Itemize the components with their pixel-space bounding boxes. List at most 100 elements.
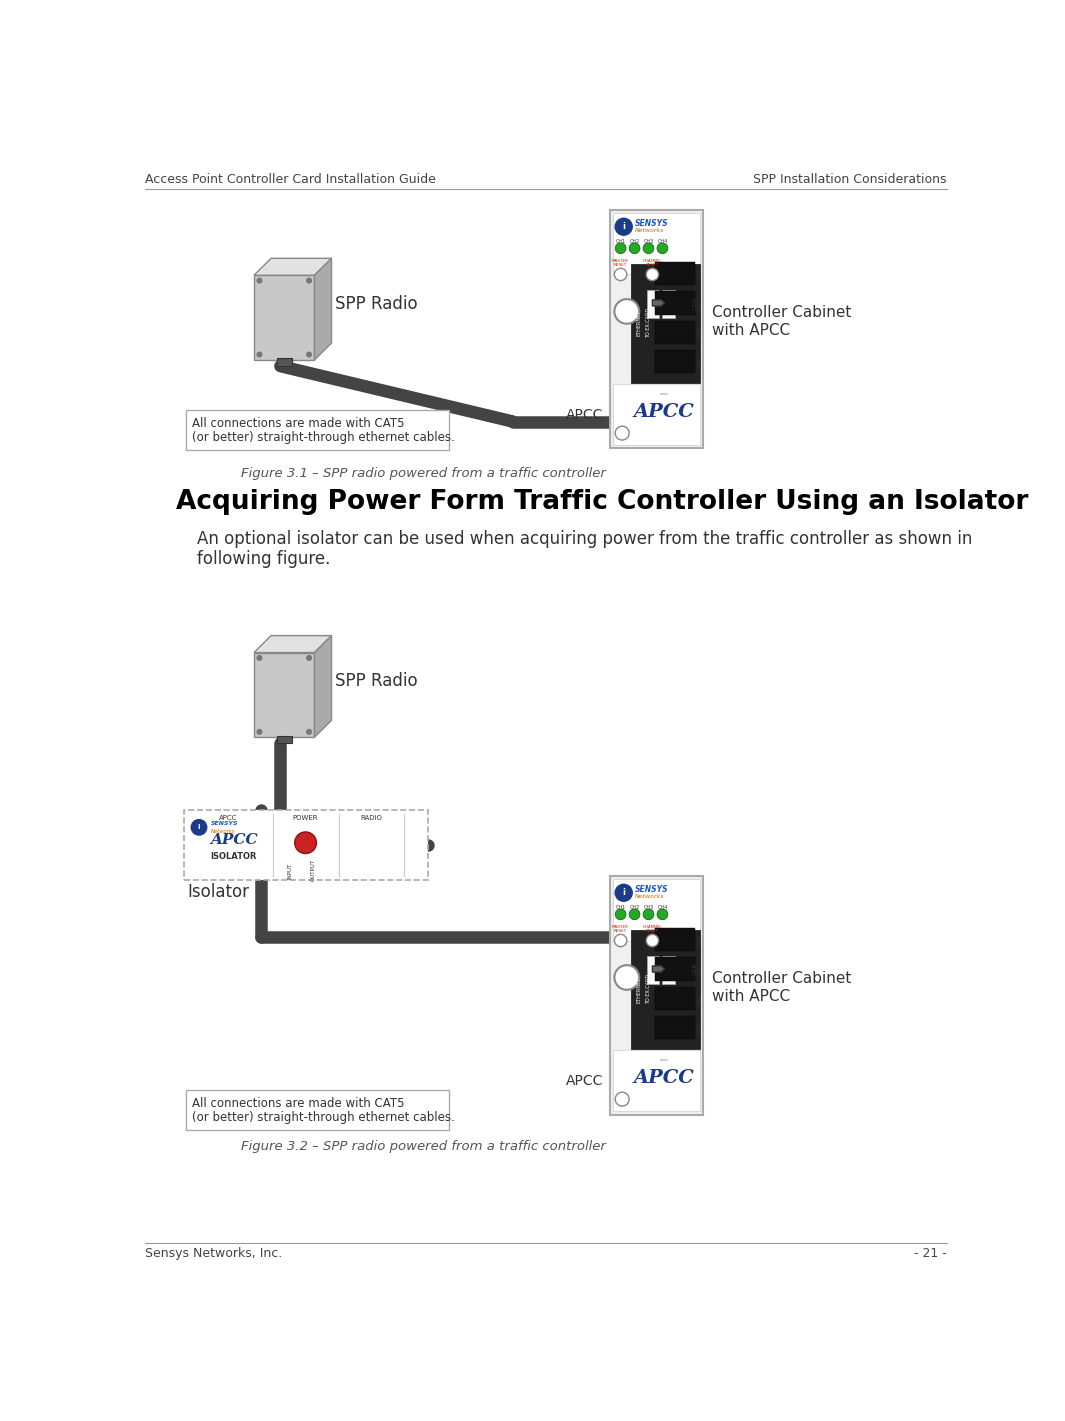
FancyArrow shape <box>653 965 665 973</box>
Polygon shape <box>255 652 314 737</box>
Circle shape <box>616 884 633 901</box>
Text: TO EX.CARD: TO EX.CARD <box>646 308 651 338</box>
Text: SPP-1: SPP-1 <box>698 934 702 946</box>
Text: SENSYS: SENSYS <box>211 821 239 826</box>
Text: APCC: APCC <box>567 408 604 422</box>
Bar <box>646 290 659 317</box>
Bar <box>662 956 675 983</box>
Bar <box>655 1016 695 1039</box>
Text: INPUT: INPUT <box>288 863 293 878</box>
Text: CHANNEL: CHANNEL <box>642 925 662 929</box>
Text: erso: erso <box>659 1057 669 1061</box>
Bar <box>641 941 700 995</box>
Bar <box>655 986 695 1010</box>
Text: RADIO: RADIO <box>360 816 382 821</box>
Circle shape <box>646 269 658 280</box>
Bar <box>655 958 695 980</box>
Circle shape <box>646 935 658 946</box>
Circle shape <box>657 909 668 919</box>
Circle shape <box>192 820 207 836</box>
Text: i: i <box>622 222 625 232</box>
Circle shape <box>657 243 668 254</box>
Text: RESET: RESET <box>645 929 659 934</box>
Circle shape <box>257 655 262 661</box>
Text: USB: USB <box>692 962 698 975</box>
Text: Sensys Networks, Inc.: Sensys Networks, Inc. <box>145 1248 282 1260</box>
Circle shape <box>615 965 639 990</box>
Circle shape <box>616 426 629 441</box>
Text: SENSYS: SENSYS <box>636 885 669 894</box>
Polygon shape <box>314 259 331 360</box>
Text: RESET: RESET <box>645 263 659 267</box>
Text: SPP-2: SPP-2 <box>698 962 702 976</box>
Circle shape <box>616 219 633 236</box>
Circle shape <box>616 1093 629 1106</box>
Text: Access Point Controller Card Installation Guide: Access Point Controller Card Installatio… <box>145 173 436 186</box>
Bar <box>277 358 292 367</box>
Text: SPP-0: SPP-0 <box>698 1020 702 1034</box>
Text: CH4: CH4 <box>657 905 668 909</box>
Text: SPP Radio: SPP Radio <box>334 672 417 691</box>
Bar <box>632 929 700 1049</box>
Text: SPP-1: SPP-1 <box>698 267 702 280</box>
Text: MASTER: MASTER <box>612 925 629 929</box>
Text: CH1: CH1 <box>616 905 626 909</box>
Bar <box>655 350 695 374</box>
Text: Controller Cabinet
with APCC: Controller Cabinet with APCC <box>712 306 851 338</box>
Circle shape <box>307 352 311 357</box>
Text: RESET: RESET <box>615 263 627 267</box>
Bar <box>185 1090 449 1130</box>
Text: SPP-3: SPP-3 <box>698 992 702 1005</box>
Text: CH3: CH3 <box>643 905 654 909</box>
Text: i: i <box>198 824 200 830</box>
Circle shape <box>307 655 311 661</box>
Text: All connections are made with CAT5: All connections are made with CAT5 <box>192 1097 405 1110</box>
Text: - 21 -: - 21 - <box>914 1248 947 1260</box>
Polygon shape <box>314 635 331 737</box>
Text: An optional isolator can be used when acquiring power from the traffic controlle: An optional isolator can be used when ac… <box>197 530 972 549</box>
Text: ETHERNET: ETHERNET <box>637 310 642 337</box>
Circle shape <box>616 909 626 919</box>
Circle shape <box>257 279 262 283</box>
Bar <box>641 276 700 330</box>
Text: APCC: APCC <box>567 1074 604 1087</box>
Text: OUTPUT: OUTPUT <box>311 860 316 881</box>
Bar <box>655 928 695 951</box>
Text: APCC: APCC <box>219 816 237 821</box>
Polygon shape <box>255 259 331 276</box>
Bar <box>610 210 703 449</box>
Circle shape <box>629 909 640 919</box>
Text: Figure 3.1 – SPP radio powered from a traffic controller: Figure 3.1 – SPP radio powered from a tr… <box>242 466 606 480</box>
Text: All connections are made with CAT5: All connections are made with CAT5 <box>192 418 405 431</box>
Text: Acquiring Power Form Traffic Controller Using an Isolator: Acquiring Power Form Traffic Controller … <box>176 489 1028 516</box>
FancyArrow shape <box>653 298 665 307</box>
Text: Networks: Networks <box>636 894 665 899</box>
Polygon shape <box>255 635 331 652</box>
Circle shape <box>307 279 311 283</box>
Circle shape <box>257 352 262 357</box>
Circle shape <box>307 729 311 735</box>
Circle shape <box>295 831 316 854</box>
Bar <box>610 875 703 1114</box>
Circle shape <box>615 935 627 946</box>
Text: CHANNEL: CHANNEL <box>642 259 662 263</box>
Bar <box>612 384 700 445</box>
Text: SENSYS: SENSYS <box>636 219 669 229</box>
Text: SPP-2: SPP-2 <box>698 296 702 310</box>
Bar <box>655 321 695 344</box>
Bar <box>655 291 695 314</box>
Text: APCC: APCC <box>634 402 694 421</box>
Text: (or better) straight-through ethernet cables.: (or better) straight-through ethernet ca… <box>192 1111 455 1124</box>
Circle shape <box>643 243 654 254</box>
Bar <box>612 880 700 941</box>
Text: CH2: CH2 <box>629 905 640 909</box>
Text: USB: USB <box>692 296 698 308</box>
Text: CH4: CH4 <box>657 239 668 244</box>
Text: RESET: RESET <box>615 929 627 934</box>
Text: SPP-0: SPP-0 <box>698 355 702 368</box>
Text: following figure.: following figure. <box>197 550 330 567</box>
Text: Isolator: Isolator <box>187 882 249 901</box>
Text: APCC: APCC <box>211 833 258 847</box>
Text: erso: erso <box>659 392 669 396</box>
Text: i: i <box>622 888 625 897</box>
